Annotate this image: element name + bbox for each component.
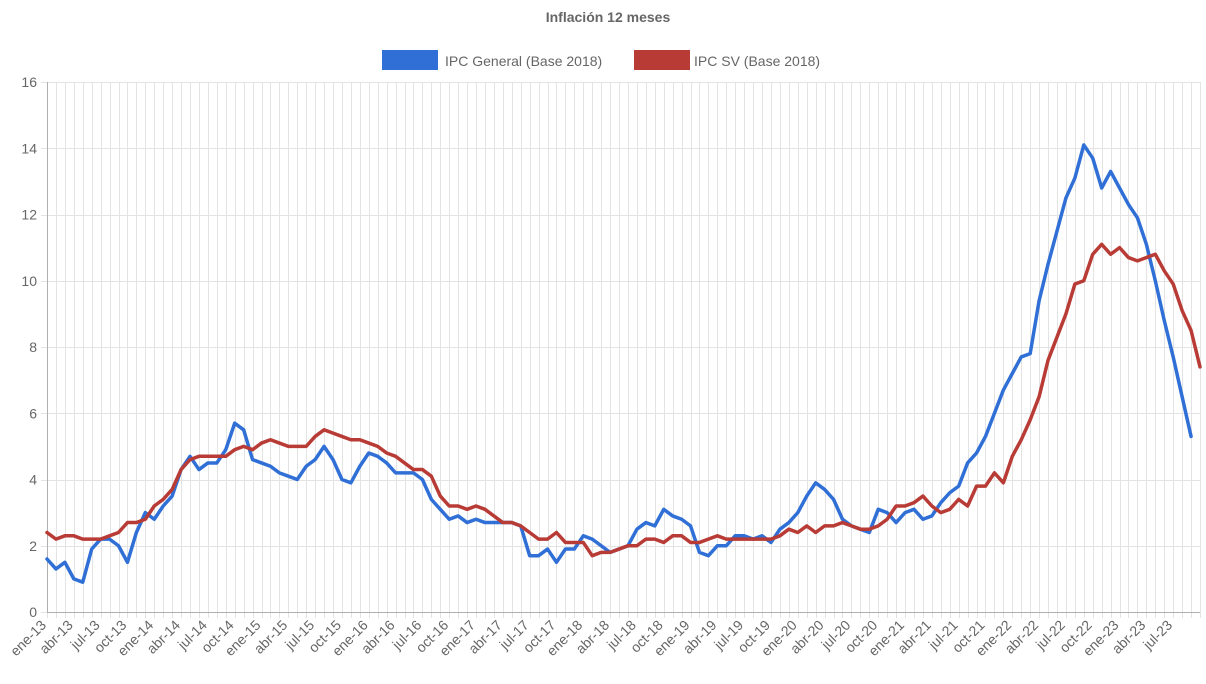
legend-label[interactable]: IPC General (Base 2018) xyxy=(445,53,602,69)
y-tick-label: 6 xyxy=(29,405,37,421)
chart-title: Inflación 12 meses xyxy=(546,9,671,25)
legend-swatch[interactable] xyxy=(634,50,690,70)
y-tick-label: 4 xyxy=(29,472,37,488)
series-line-ipc-sv xyxy=(45,242,1202,558)
grid-lines xyxy=(41,82,1201,618)
y-tick-label: 16 xyxy=(21,74,37,90)
y-tick-label: 14 xyxy=(21,140,37,156)
legend-swatch[interactable] xyxy=(382,50,438,70)
x-tick-label: jul-23 xyxy=(1139,617,1175,653)
series-group xyxy=(45,143,1202,584)
legend: IPC General (Base 2018) IPC SV (Base 2018… xyxy=(382,50,820,70)
y-tick-label: 2 xyxy=(29,538,37,554)
y-tick-label: 8 xyxy=(29,339,37,355)
y-tick-label: 12 xyxy=(21,207,37,223)
legend-label[interactable]: IPC SV (Base 2018) xyxy=(694,53,820,69)
y-tick-label: 0 xyxy=(29,604,37,620)
y-tick-label: 10 xyxy=(21,273,37,289)
